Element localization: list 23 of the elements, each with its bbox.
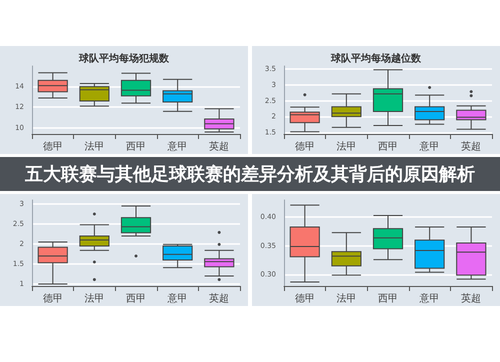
chart-title: 球队平均每场越位数 (330, 52, 422, 64)
x-tick-label: 法甲 (336, 292, 356, 304)
x-tick-label: 德甲 (42, 294, 63, 304)
x-tick-label: 德甲 (294, 142, 315, 152)
x-tick-label: 意甲 (418, 292, 440, 304)
x-tick-label: 西甲 (378, 142, 398, 152)
x-tick-label: 法甲 (336, 140, 356, 152)
x-tick-label: 英超 (461, 292, 482, 304)
x-tick-label: 西甲 (126, 294, 146, 304)
x-tick-label: 英超 (209, 140, 230, 152)
x-tick-label: 西甲 (378, 294, 398, 304)
x-tick-label: 意甲 (166, 140, 188, 152)
chart-title: 球队平均每场犯规数 (78, 52, 170, 64)
x-tick-label: 法甲 (84, 292, 104, 304)
x-tick-label: 法甲 (84, 140, 104, 152)
x-tick-label: 英超 (209, 292, 230, 304)
x-tick-label: 英超 (461, 140, 482, 152)
text: 五大联赛与其他足球联赛的差异分析及其背后的原因解析 (0, 157, 500, 191)
x-tick-label: 意甲 (166, 292, 188, 304)
x-tick-label: 德甲 (42, 142, 63, 152)
x-tick-label: 德甲 (294, 294, 315, 304)
x-tick-label: 意甲 (418, 140, 440, 152)
x-tick-label: 西甲 (126, 142, 146, 152)
